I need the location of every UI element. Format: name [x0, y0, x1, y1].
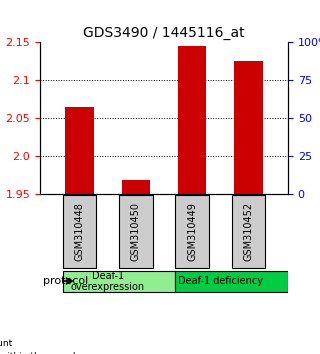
Text: Deaf-1 deficiency: Deaf-1 deficiency [178, 276, 263, 286]
FancyBboxPatch shape [119, 195, 153, 268]
FancyBboxPatch shape [175, 271, 288, 292]
Bar [178, 46, 206, 194]
Text: GSM310452: GSM310452 [244, 202, 253, 261]
Text: GSM310450: GSM310450 [131, 202, 141, 261]
Bar [235, 61, 263, 194]
FancyBboxPatch shape [175, 195, 209, 268]
Text: GSM310448: GSM310448 [75, 202, 84, 261]
FancyBboxPatch shape [62, 271, 175, 292]
Text: protocol: protocol [43, 276, 88, 286]
Bar [122, 180, 150, 194]
FancyBboxPatch shape [232, 195, 266, 268]
Legend: transformed count, percentile rank within the sample: transformed count, percentile rank withi… [0, 335, 85, 354]
Text: Deaf-1
overexpression: Deaf-1 overexpression [71, 271, 145, 292]
Title: GDS3490 / 1445116_at: GDS3490 / 1445116_at [83, 26, 245, 40]
Text: GSM310449: GSM310449 [187, 202, 197, 261]
FancyBboxPatch shape [62, 195, 96, 268]
Bar [65, 107, 93, 194]
